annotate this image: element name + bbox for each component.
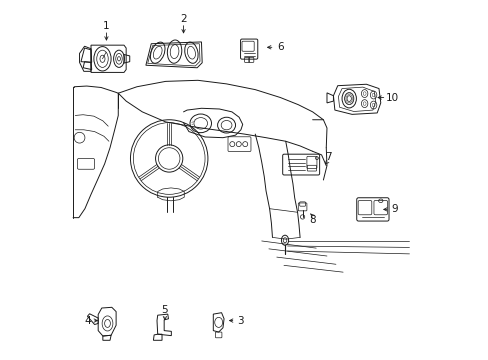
Text: 4: 4 [84,316,91,325]
Text: 10: 10 [385,93,398,103]
Text: 5: 5 [161,305,168,315]
Text: 7: 7 [324,152,331,162]
Text: 6: 6 [277,42,283,52]
Text: 9: 9 [391,204,398,215]
Text: 1: 1 [103,21,109,31]
Text: 8: 8 [309,215,315,225]
Text: 2: 2 [180,14,186,24]
Text: 3: 3 [237,316,244,325]
